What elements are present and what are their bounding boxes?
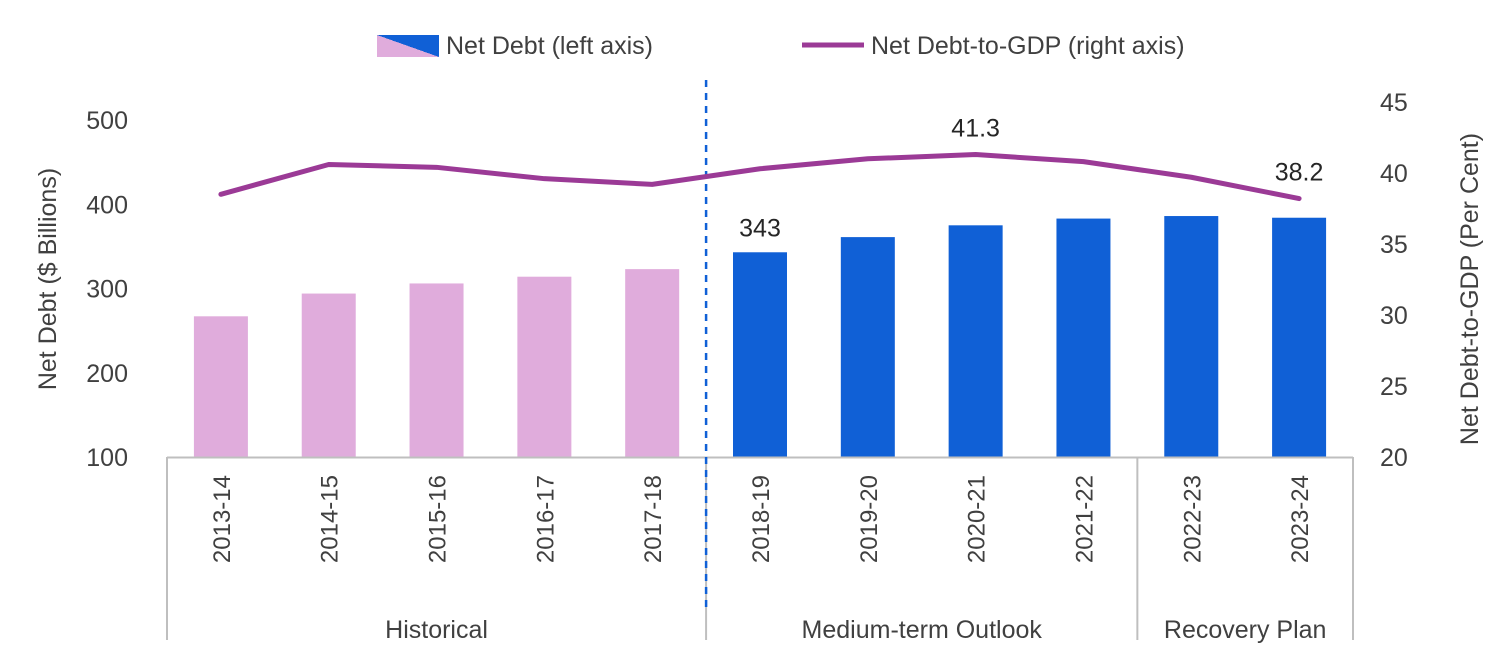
legend-swatch-net-debt <box>377 35 439 57</box>
legend-label-debt-to-gdp: Net Debt-to-GDP (right axis) <box>871 32 1185 60</box>
bar-2016-17 <box>517 276 572 457</box>
legend: Net Debt (left axis) Net Debt-to-GDP (ri… <box>377 32 1185 60</box>
y-left-tick-label: 400 <box>86 191 128 219</box>
legend-label-net-debt: Net Debt (left axis) <box>446 32 653 60</box>
y-right-tick-label: 35 <box>1380 231 1408 259</box>
bar-2021-22 <box>1056 218 1111 457</box>
y-right-tick-label: 40 <box>1380 160 1408 188</box>
bar-2014-15 <box>301 293 356 457</box>
x-tick-label-2014-15: 2014-15 <box>317 475 344 563</box>
bar-2022-23 <box>1164 216 1219 457</box>
line-net-debt-to-gdp <box>218 152 1302 202</box>
bar-2013-14 <box>193 316 248 457</box>
bar-2015-16 <box>409 283 464 457</box>
group-label: Recovery Plan <box>1164 616 1327 644</box>
x-tick-label-2017-18: 2017-18 <box>640 475 667 563</box>
data-label: 38.2 <box>1275 159 1324 187</box>
x-tick-label-2020-21: 2020-21 <box>964 475 991 563</box>
y-axis-right-title: Net Debt-to-GDP (Per Cent) <box>1456 133 1484 445</box>
bar-2020-21 <box>948 225 1003 457</box>
x-tick-label-2022-23: 2022-23 <box>1179 475 1206 563</box>
x-tick-label-2016-17: 2016-17 <box>532 475 559 563</box>
y-left-tick-label: 100 <box>86 444 128 472</box>
x-tick-label-2013-14: 2013-14 <box>209 475 236 563</box>
y-axis-left-title: Net Debt ($ Billions) <box>34 168 62 390</box>
group-label: Medium-term Outlook <box>802 616 1043 644</box>
y-right-tick-label: 45 <box>1380 89 1408 117</box>
y-left-tick-label: 300 <box>86 276 128 304</box>
x-tick-label-2019-20: 2019-20 <box>856 475 883 563</box>
data-label: 343 <box>739 214 781 242</box>
x-tick-label-2018-19: 2018-19 <box>748 475 775 563</box>
bar-2019-20 <box>840 237 895 457</box>
bar-2018-19 <box>733 252 787 457</box>
bar-2023-24 <box>1272 217 1327 457</box>
y-right-tick-label: 25 <box>1380 373 1408 401</box>
y-left-tick-label: 500 <box>86 107 128 135</box>
group-label: Historical <box>385 616 488 644</box>
x-tick-label-2023-24: 2023-24 <box>1287 475 1314 563</box>
y-right-tick-label: 30 <box>1380 302 1408 330</box>
data-label: 41.3 <box>951 115 1000 143</box>
y-left-tick-label: 200 <box>86 360 128 388</box>
x-tick-label-2015-16: 2015-16 <box>425 475 452 563</box>
plot-area: 100 200 300 400 500 20 25 30 35 40 45 2013-14 2014-1… <box>86 80 1408 644</box>
bar-2017-18 <box>625 269 680 457</box>
y-right-tick-label: 20 <box>1380 444 1408 472</box>
x-tick-label-2021-22: 2021-22 <box>1071 475 1098 563</box>
